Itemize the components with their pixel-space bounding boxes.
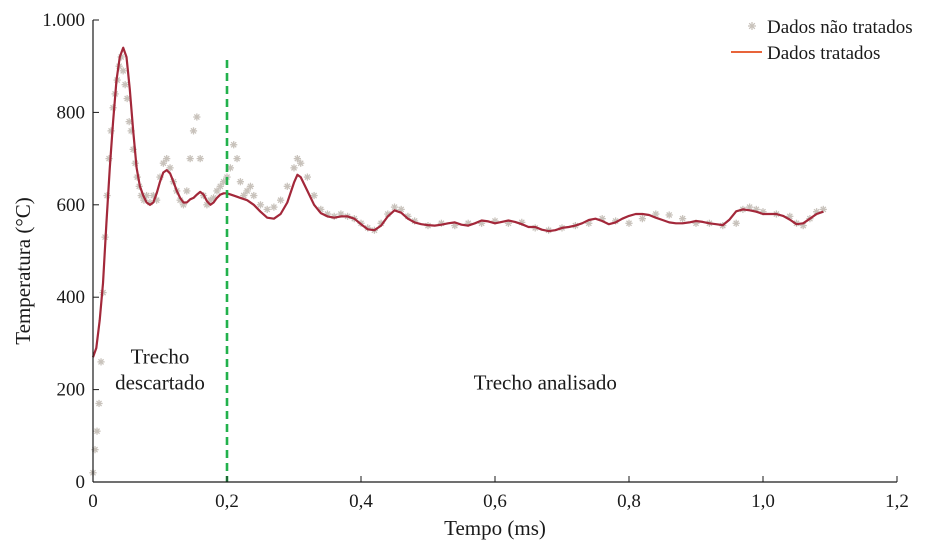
y-tick-label: 600 — [57, 195, 86, 216]
annotation-line: descartado — [115, 371, 205, 395]
x-tick-label: 1,2 — [885, 491, 909, 512]
raw-data-point — [293, 155, 301, 163]
raw-data-point — [625, 219, 633, 227]
treated-data-series — [91, 46, 824, 358]
y-axis-label: Temperatura (°C) — [11, 197, 35, 344]
raw-data-point — [189, 127, 198, 135]
raw-data-point — [97, 358, 105, 366]
x-axis-label: Tempo (ms) — [444, 516, 546, 540]
raw-data-point — [290, 164, 298, 172]
legend-raw-label: Dados não tratados — [767, 17, 913, 38]
raw-data-point — [193, 113, 201, 121]
raw-data-point — [93, 427, 101, 435]
raw-data-point — [196, 155, 204, 163]
raw-data-point — [277, 196, 285, 204]
raw-data-point — [310, 191, 318, 200]
y-tick-label: 0 — [76, 472, 86, 493]
raw-data-point — [283, 182, 291, 190]
raw-data-point — [270, 203, 278, 211]
raw-data-point — [665, 211, 673, 219]
raw-data-point — [186, 155, 194, 163]
y-tick-label: 200 — [57, 380, 86, 401]
axes — [92, 19, 898, 483]
annotation-text: Trecho analisado — [474, 371, 617, 395]
legend-treated-label: Dados tratados — [767, 43, 880, 64]
raw-data-point — [638, 215, 646, 223]
legend-raw-marker — [748, 22, 756, 30]
raw-data-point — [652, 210, 660, 218]
raw-data-point — [230, 141, 238, 149]
raw-data-point — [236, 178, 244, 186]
x-tick-label: 0,4 — [349, 491, 373, 512]
raw-data-point — [250, 191, 258, 200]
y-tick-label: 800 — [57, 102, 86, 123]
raw-data-point — [303, 173, 311, 181]
raw-data-point — [166, 164, 174, 172]
raw-data-series — [89, 53, 827, 477]
x-tick-label: 1,0 — [751, 491, 775, 512]
x-tick-label: 0 — [88, 491, 98, 512]
y-tick-label: 400 — [57, 287, 86, 308]
raw-data-point — [263, 205, 271, 214]
raw-data-point — [246, 182, 255, 190]
annotations: Trecho descartado Trecho analisado — [115, 345, 617, 395]
legend: Dados não tratados Dados tratados — [731, 17, 913, 64]
raw-data-point — [121, 81, 129, 89]
raw-data-point — [163, 155, 171, 163]
raw-data-point — [240, 191, 248, 200]
raw-data-point — [159, 159, 167, 167]
x-tick-label: 0,6 — [483, 491, 507, 512]
x-tick-label: 0,8 — [617, 491, 641, 512]
raw-data-point — [233, 155, 241, 163]
raw-data-point — [216, 182, 224, 190]
x-tick-label: 0,2 — [215, 491, 239, 512]
raw-data-point — [226, 164, 234, 172]
raw-data-point — [679, 215, 687, 223]
raw-data-point — [183, 187, 191, 195]
y-tick-label: 1.000 — [42, 10, 85, 31]
raw-data-point — [119, 67, 127, 75]
annotation-line: Trecho — [131, 345, 190, 369]
annotation-text: Trecho descartado — [115, 345, 205, 395]
raw-data-point — [95, 399, 103, 408]
treated-data-line — [91, 46, 824, 358]
tick-labels: 0 0,2 0,4 0,6 0,8 1,0 1,2 0 200 400 600 800 1.000 — [42, 10, 909, 512]
annotation-line: Trecho analisado — [474, 371, 617, 395]
raw-data-point — [256, 201, 265, 209]
raw-data-point — [213, 187, 221, 195]
raw-data-point — [297, 159, 305, 167]
raw-data-point — [732, 219, 740, 227]
raw-data-point — [243, 187, 251, 195]
